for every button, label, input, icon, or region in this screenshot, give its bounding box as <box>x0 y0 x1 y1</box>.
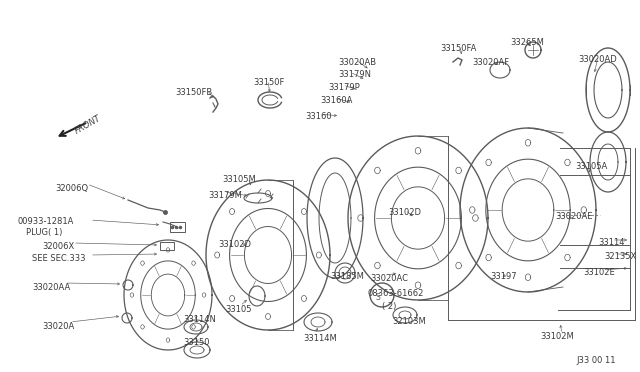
Text: 33020AF: 33020AF <box>472 58 509 67</box>
Text: 33020AB: 33020AB <box>338 58 376 67</box>
Text: 33150: 33150 <box>183 338 209 347</box>
Text: 33020AA: 33020AA <box>32 283 70 292</box>
Text: S: S <box>375 294 380 302</box>
Text: 33102D: 33102D <box>218 240 251 249</box>
Text: J33 00 11: J33 00 11 <box>576 356 616 365</box>
Text: 33102M: 33102M <box>540 332 573 341</box>
Text: 33114M: 33114M <box>303 334 337 343</box>
Text: 33179N: 33179N <box>338 70 371 79</box>
Text: 33105A: 33105A <box>575 162 607 171</box>
Text: 33020A: 33020A <box>42 322 74 331</box>
Text: 33020AC: 33020AC <box>370 274 408 283</box>
Text: 33265M: 33265M <box>510 38 544 47</box>
Text: ( 2): ( 2) <box>382 302 396 311</box>
Text: 32006X: 32006X <box>42 242 74 251</box>
Text: 33150FA: 33150FA <box>440 44 476 53</box>
Text: FRONT: FRONT <box>73 113 102 136</box>
Text: 33179M: 33179M <box>208 191 242 200</box>
Text: 33185M: 33185M <box>330 272 364 281</box>
Bar <box>160 242 174 250</box>
Text: 33020AE: 33020AE <box>555 212 593 221</box>
Text: 32006Q: 32006Q <box>55 184 88 193</box>
Text: 33179P: 33179P <box>328 83 360 92</box>
Text: 32103M: 32103M <box>392 317 426 326</box>
Text: 33197: 33197 <box>490 272 516 281</box>
Text: 33114: 33114 <box>598 238 625 247</box>
Text: 33102E: 33102E <box>583 268 615 277</box>
Text: 33102D: 33102D <box>388 208 421 217</box>
Text: 33160A: 33160A <box>320 96 353 105</box>
Text: 33150F: 33150F <box>253 78 284 87</box>
Text: 33020AD: 33020AD <box>578 55 617 64</box>
Text: 33105: 33105 <box>225 305 252 314</box>
Text: PLUG( 1): PLUG( 1) <box>26 228 62 237</box>
Text: 33105M: 33105M <box>222 175 256 184</box>
Text: 00933-1281A: 00933-1281A <box>18 217 74 226</box>
Text: 32135X: 32135X <box>604 252 636 261</box>
Text: 08363-61662: 08363-61662 <box>368 289 424 298</box>
Text: 33114N: 33114N <box>183 315 216 324</box>
Text: 33150FB: 33150FB <box>175 88 212 97</box>
Text: 33160: 33160 <box>305 112 332 121</box>
Text: SEE SEC.333: SEE SEC.333 <box>32 254 86 263</box>
Bar <box>170 222 185 232</box>
